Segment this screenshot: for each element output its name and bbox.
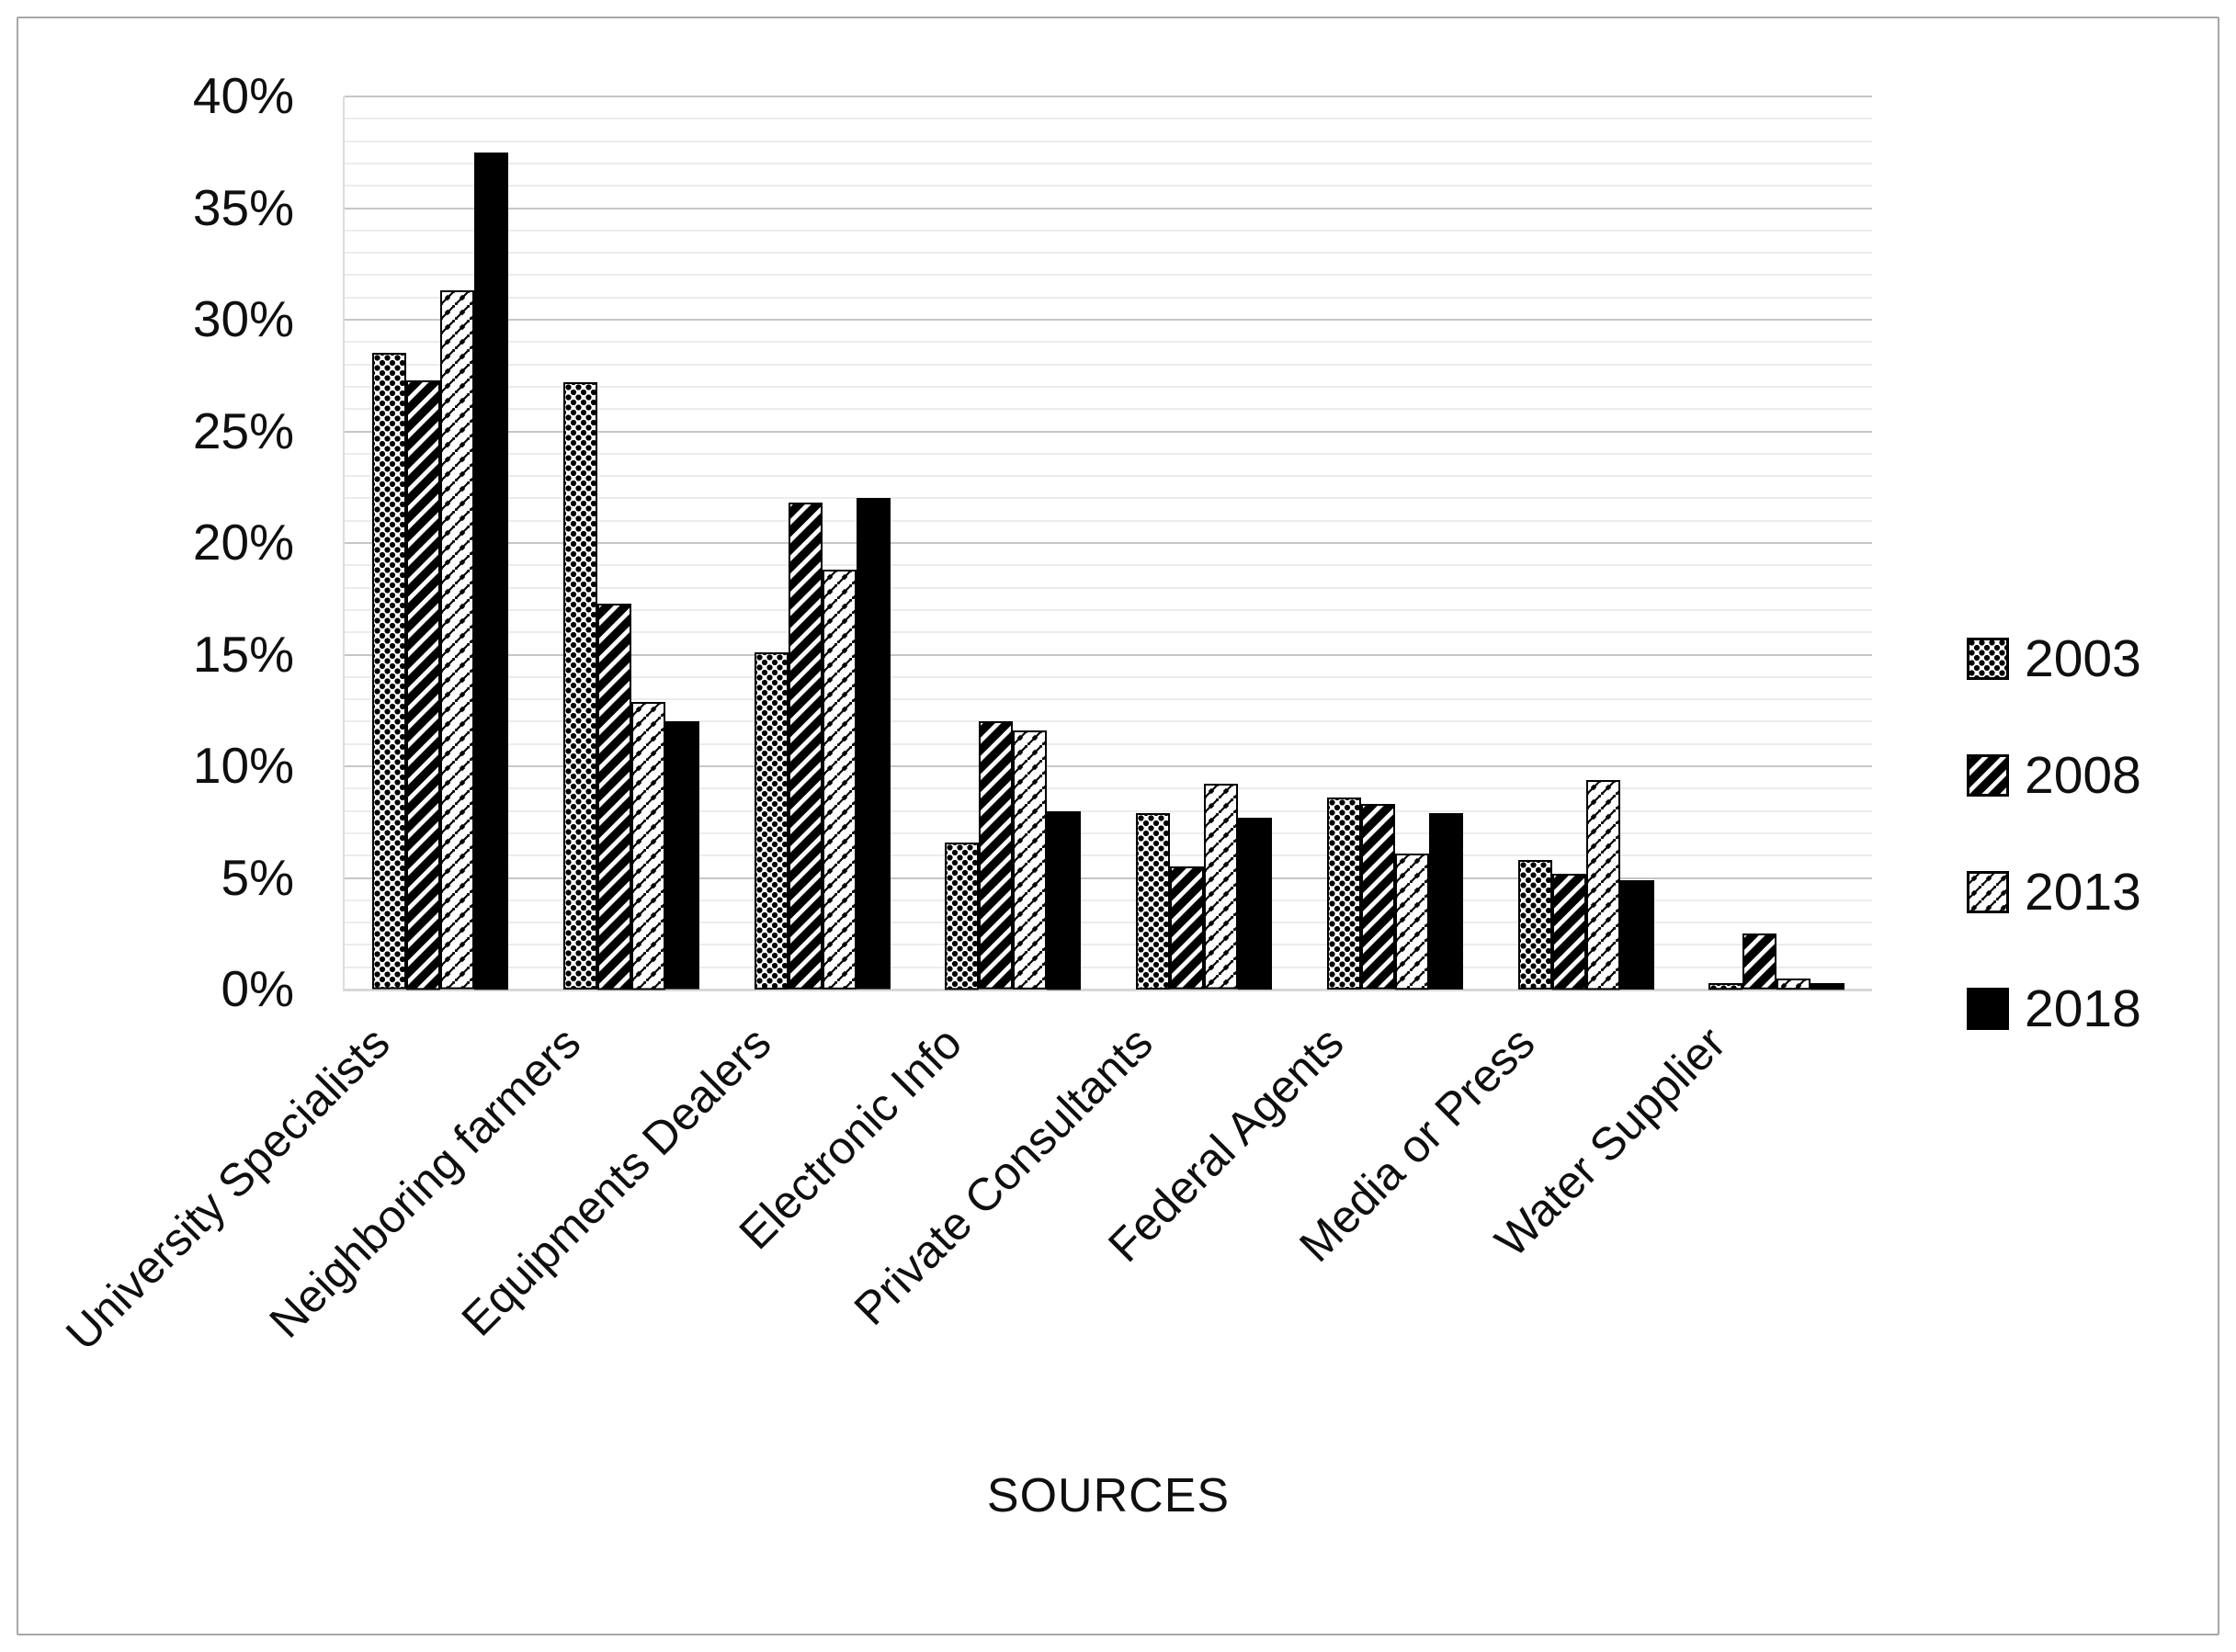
bar-2018-electronic-info xyxy=(1047,810,1082,990)
y-axis-tick-label: 10% xyxy=(192,737,294,794)
bar-2008-media-or-press xyxy=(1551,873,1586,990)
gridline xyxy=(345,854,1872,857)
bar-2013-media-or-press xyxy=(1585,779,1620,990)
gridline xyxy=(345,140,1872,142)
gridline xyxy=(345,96,1872,97)
bar-2008-federal-agents xyxy=(1360,804,1395,990)
legend-label-2008: 2008 xyxy=(2025,746,2141,805)
gridline xyxy=(345,809,1872,812)
bar-2003-media-or-press xyxy=(1517,860,1552,990)
bar-2013-university-specialists xyxy=(440,290,474,990)
bar-2018-federal-agents xyxy=(1428,813,1463,990)
y-axis-tick-label: 35% xyxy=(192,178,294,236)
bar-2013-equipments-dealers xyxy=(822,570,857,990)
y-axis-line xyxy=(343,96,345,991)
gridline xyxy=(345,274,1872,277)
gridline xyxy=(345,252,1872,255)
gridline xyxy=(345,586,1872,589)
legend-swatch-2018 xyxy=(1967,988,2009,1030)
gridline xyxy=(345,296,1872,299)
bar-2003-neighboring-farmers xyxy=(562,382,597,990)
legend-label-2013: 2013 xyxy=(2025,863,2141,922)
bar-2003-equipments-dealers xyxy=(754,652,789,990)
gridline xyxy=(345,408,1872,411)
gridline xyxy=(345,564,1872,567)
gridline xyxy=(345,363,1872,366)
y-axis-tick-label: 15% xyxy=(192,625,294,683)
bar-2008-neighboring-farmers xyxy=(596,603,631,990)
gridline xyxy=(345,899,1872,901)
plot-area xyxy=(343,96,1872,991)
gridline xyxy=(345,542,1872,544)
gridline xyxy=(345,385,1872,388)
legend-swatch-2013 xyxy=(1967,871,2009,913)
legend-item-2003: 2003 xyxy=(1967,628,2141,689)
bar-2013-federal-agents xyxy=(1394,853,1429,990)
y-axis-tick-label: 30% xyxy=(192,290,294,347)
legend-item-2008: 2008 xyxy=(1967,745,2141,806)
bar-2013-private-consultants xyxy=(1204,784,1238,990)
gridline xyxy=(345,631,1872,634)
gridline xyxy=(345,608,1872,611)
legend-swatch-2003 xyxy=(1967,638,2009,680)
bar-2018-equipments-dealers xyxy=(856,498,891,990)
bar-2018-water-supplier xyxy=(1810,982,1845,990)
gridline xyxy=(345,675,1872,678)
legend-label-2018: 2018 xyxy=(2025,979,2141,1038)
gridline xyxy=(345,519,1872,522)
bar-2008-electronic-info xyxy=(979,721,1014,990)
gridline xyxy=(345,720,1872,723)
bar-2003-electronic-info xyxy=(945,842,980,990)
bar-2018-university-specialists xyxy=(474,152,508,990)
gridline xyxy=(345,698,1872,701)
y-axis-tick-label: 25% xyxy=(192,402,294,459)
bar-2013-electronic-info xyxy=(1013,730,1048,990)
y-axis-tick-label: 0% xyxy=(221,960,295,1017)
bar-2018-private-consultants xyxy=(1238,817,1272,990)
gridline xyxy=(345,475,1872,478)
y-axis-tick-label: 20% xyxy=(192,514,294,571)
gridline xyxy=(345,944,1872,946)
gridline xyxy=(345,742,1872,745)
bar-2003-water-supplier xyxy=(1708,982,1743,990)
gridline xyxy=(345,832,1872,834)
gridline xyxy=(345,229,1872,232)
x-axis-title: SOURCES xyxy=(986,1469,1231,1522)
legend-label-2003: 2003 xyxy=(2025,629,2141,688)
legend-item-2013: 2013 xyxy=(1967,862,2141,922)
bar-2018-media-or-press xyxy=(1619,879,1654,990)
gridline xyxy=(345,966,1872,968)
bar-2013-neighboring-farmers xyxy=(630,701,665,990)
gridline xyxy=(345,787,1872,790)
y-axis-tick-label: 5% xyxy=(221,848,295,906)
bar-2008-private-consultants xyxy=(1170,866,1204,990)
gridline xyxy=(345,430,1872,433)
gridline xyxy=(345,207,1872,209)
gridline xyxy=(345,922,1872,924)
bar-2018-neighboring-farmers xyxy=(664,721,699,990)
gridline xyxy=(345,497,1872,500)
gridline xyxy=(345,765,1872,767)
gridline xyxy=(345,653,1872,656)
gridline xyxy=(345,341,1872,344)
bar-2013-water-supplier xyxy=(1776,978,1811,990)
gridline xyxy=(345,118,1872,120)
bar-2003-federal-agents xyxy=(1326,798,1361,990)
x-axis-baseline xyxy=(345,989,1872,991)
bar-2008-equipments-dealers xyxy=(788,503,823,990)
bar-2008-university-specialists xyxy=(406,379,440,990)
bar-2003-university-specialists xyxy=(372,353,406,990)
gridline xyxy=(345,185,1872,187)
legend-swatch-2008 xyxy=(1967,754,2009,797)
bar-2003-private-consultants xyxy=(1136,813,1170,990)
legend-item-2018: 2018 xyxy=(1967,979,2141,1039)
y-axis-tick-label: 40% xyxy=(192,67,294,124)
gridline xyxy=(345,162,1872,164)
image-border-frame xyxy=(17,17,2219,1635)
gridline xyxy=(345,319,1872,321)
gridline xyxy=(345,452,1872,455)
bar-2008-water-supplier xyxy=(1742,933,1777,990)
gridline xyxy=(345,877,1872,879)
